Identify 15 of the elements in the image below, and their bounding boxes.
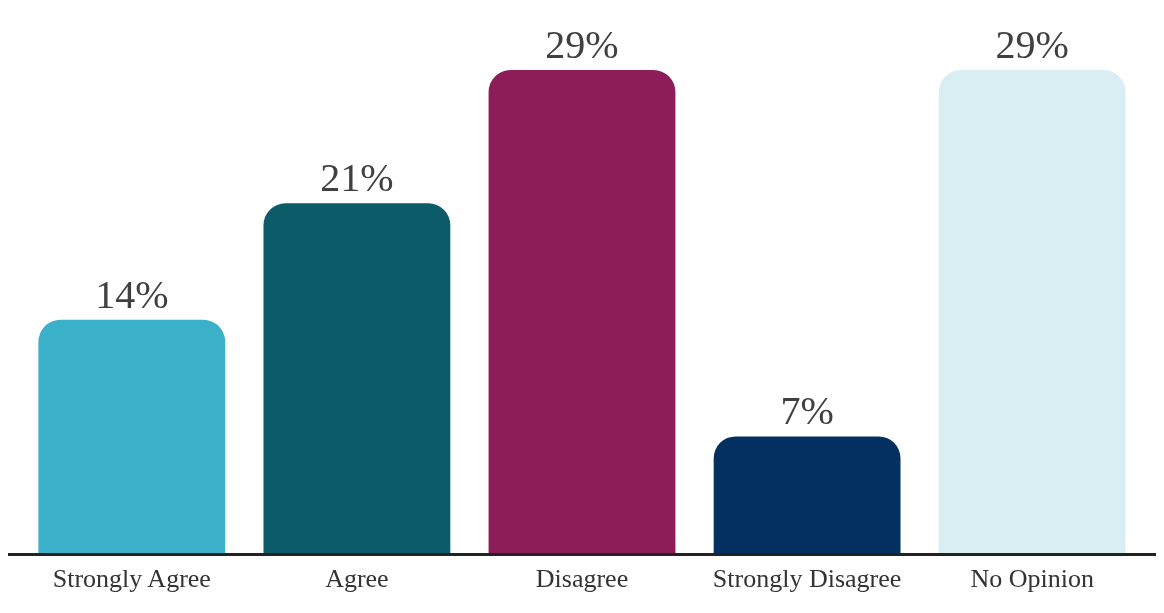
data-label: 29% <box>545 22 619 67</box>
data-label: 7% <box>780 388 834 434</box>
bar <box>263 203 451 553</box>
bar <box>713 436 901 553</box>
x-tick-label: No Opinion <box>970 564 1094 594</box>
data-label: 29% <box>995 22 1069 67</box>
bar <box>38 319 226 553</box>
x-tick-label: Disagree <box>535 564 629 594</box>
bar <box>488 70 676 553</box>
x-tick-label: Strongly Disagree <box>712 564 902 594</box>
x-tick-label: Agree <box>325 564 389 594</box>
data-label: 21% <box>320 155 394 201</box>
x-tick-label: Strongly Agree <box>52 564 211 594</box>
data-label: 14% <box>95 271 169 317</box>
bar <box>938 70 1126 553</box>
